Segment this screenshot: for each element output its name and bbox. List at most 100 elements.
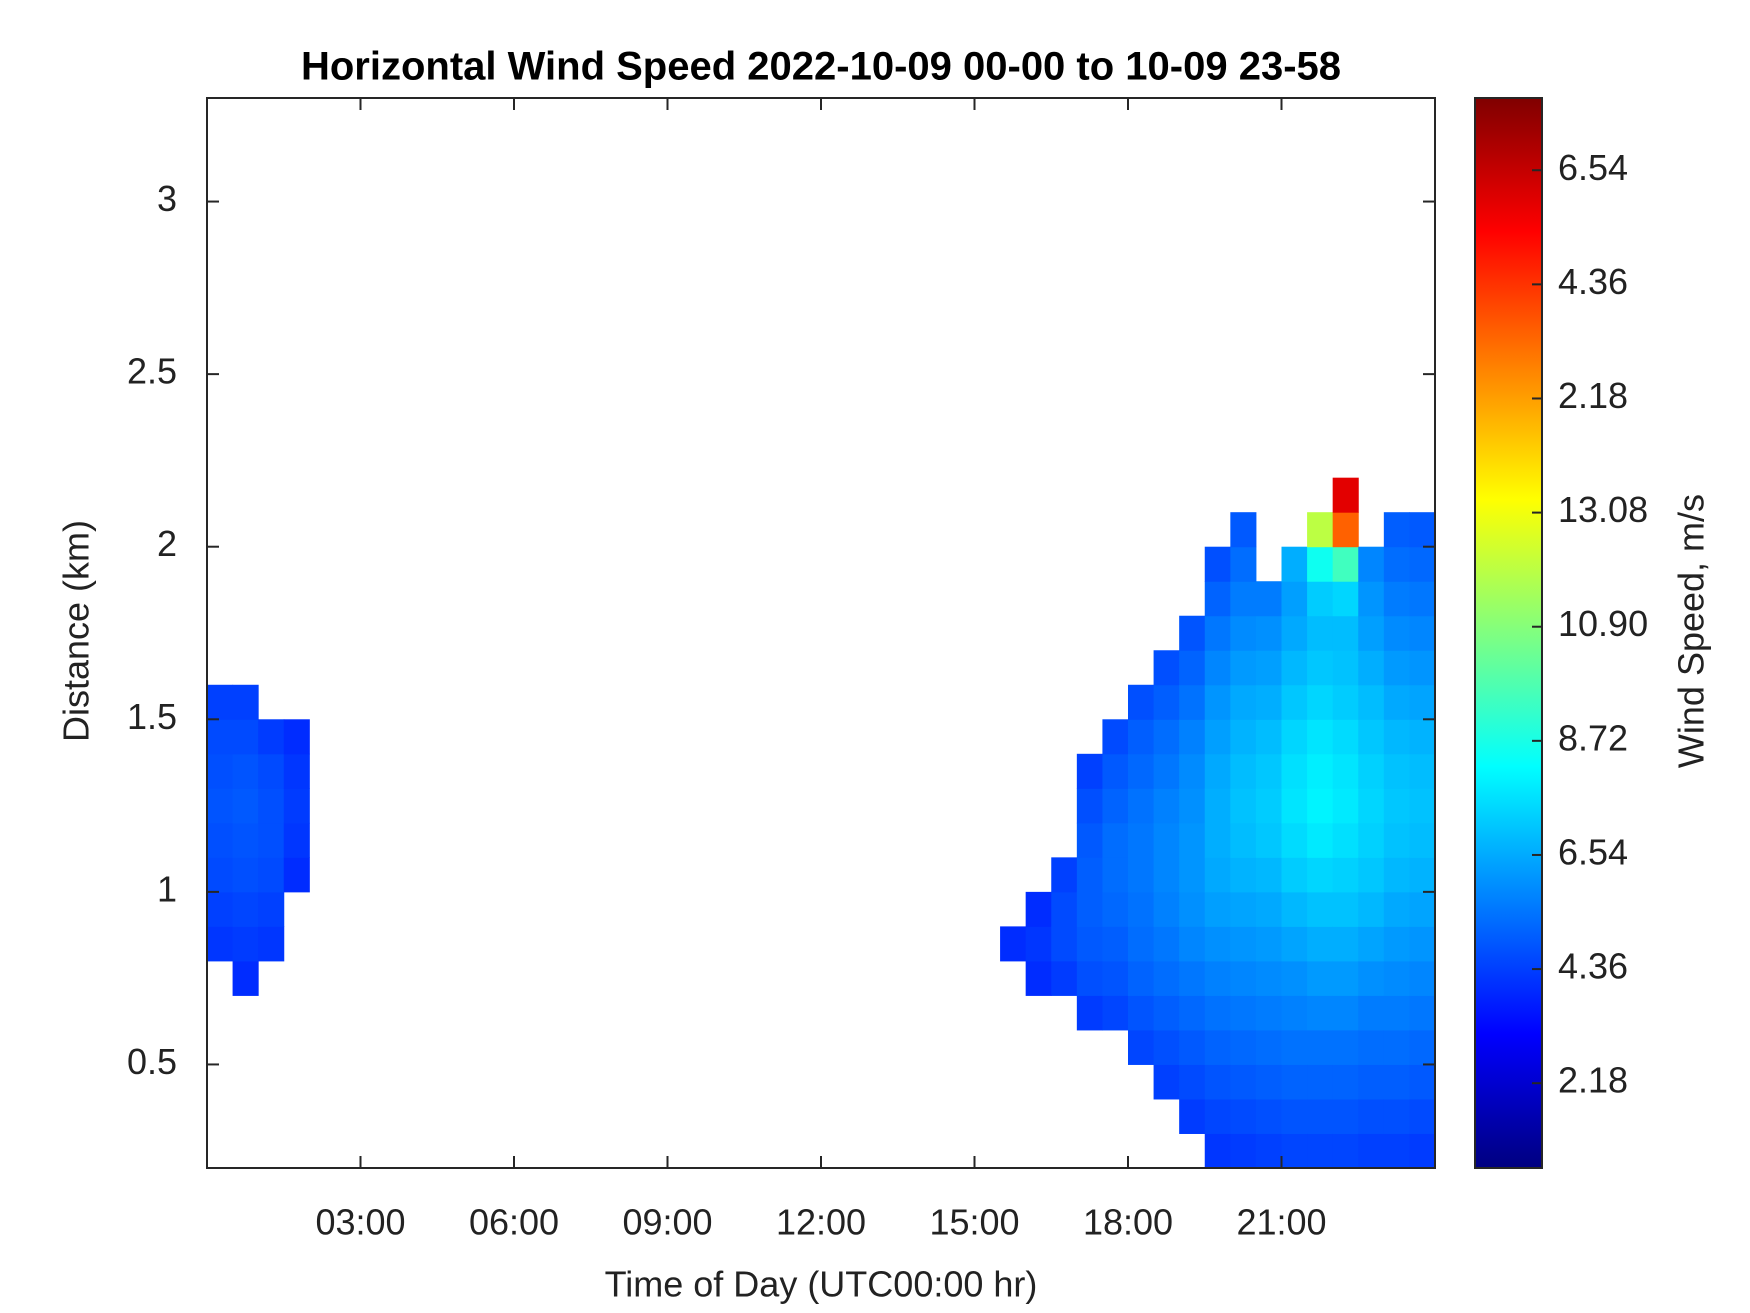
heatmap-cell — [1383, 512, 1410, 548]
heatmap-cell — [1102, 822, 1129, 858]
heatmap-cell — [1128, 684, 1155, 720]
heatmap-cell — [1230, 822, 1257, 858]
heatmap-cell — [1409, 891, 1436, 927]
heatmap-cell — [1230, 891, 1257, 927]
heatmap-cell — [1409, 650, 1436, 686]
heatmap-cell — [1409, 857, 1436, 893]
heatmap-cell — [1332, 857, 1359, 893]
heatmap-cell — [1230, 753, 1257, 789]
heatmap-cell — [1076, 995, 1103, 1031]
heatmap-cell — [1255, 719, 1282, 755]
y-tick-label: 2 — [157, 523, 177, 564]
heatmap-cell — [1383, 581, 1410, 617]
heatmap-cell — [1383, 546, 1410, 582]
heatmap-cell — [1204, 1064, 1231, 1100]
heatmap-cell — [1076, 891, 1103, 927]
heatmap-cell — [1383, 891, 1410, 927]
heatmap-cell — [1076, 788, 1103, 824]
heatmap-cell — [1179, 788, 1206, 824]
heatmap-cell — [1383, 822, 1410, 858]
heatmap-cell — [1281, 546, 1308, 582]
heatmap-cell — [1128, 753, 1155, 789]
x-axis-label: Time of Day (UTC00:00 hr) — [605, 1264, 1038, 1305]
heatmap-cell — [1332, 477, 1359, 513]
heatmap-cell — [1204, 926, 1231, 962]
heatmap-cell — [1332, 891, 1359, 927]
heatmap-cell — [1153, 650, 1180, 686]
heatmap-cell — [1230, 1029, 1257, 1065]
heatmap-cell — [1230, 719, 1257, 755]
heatmap-cell — [258, 857, 285, 893]
heatmap-cell — [1281, 926, 1308, 962]
heatmap-cell — [1307, 615, 1334, 651]
heatmap-cell — [1409, 512, 1436, 548]
heatmap-cell — [1204, 615, 1231, 651]
heatmap-cell — [1358, 926, 1385, 962]
heatmap-cell — [1255, 1133, 1282, 1169]
heatmap-cell — [1102, 719, 1129, 755]
heatmap-cell — [1307, 960, 1334, 996]
heatmap-cell — [1409, 960, 1436, 996]
heatmap-cell — [1383, 788, 1410, 824]
heatmap-cell — [1255, 753, 1282, 789]
heatmap-cell — [1409, 1098, 1436, 1134]
heatmap-cell — [1409, 546, 1436, 582]
heatmap-cell — [1383, 995, 1410, 1031]
heatmap-cell — [1307, 753, 1334, 789]
heatmap-cell — [1230, 1098, 1257, 1134]
heatmap-cell — [1255, 995, 1282, 1031]
heatmap-cell — [1307, 1029, 1334, 1065]
heatmap-cell — [1076, 960, 1103, 996]
heatmap-cell — [1230, 1064, 1257, 1100]
heatmap-cell — [1255, 615, 1282, 651]
heatmap-cell — [1230, 581, 1257, 617]
heatmap-cell — [1281, 857, 1308, 893]
heatmap-cell — [232, 753, 259, 789]
heatmap-cell — [207, 822, 234, 858]
heatmap-cell — [1281, 581, 1308, 617]
heatmap-cell — [1153, 960, 1180, 996]
colorbar-label: Wind Speed, m/s — [1671, 494, 1712, 768]
heatmap-cell — [207, 891, 234, 927]
heatmap-cell — [1332, 546, 1359, 582]
heatmap-cell — [1332, 1098, 1359, 1134]
colorbar-tick-label: 2.18 — [1558, 1060, 1628, 1101]
heatmap-cell — [1307, 512, 1334, 548]
heatmap-cell — [1179, 995, 1206, 1031]
heatmap-cell — [1332, 650, 1359, 686]
heatmap-cell — [232, 857, 259, 893]
heatmap-cell — [1383, 926, 1410, 962]
heatmap-cell — [1153, 995, 1180, 1031]
heatmap-cell — [1230, 788, 1257, 824]
heatmap-cell — [258, 788, 285, 824]
heatmap-cell — [1307, 650, 1334, 686]
heatmap-cell — [283, 822, 310, 858]
heatmap-cell — [1409, 822, 1436, 858]
y-tick-label: 2.5 — [127, 351, 177, 392]
heatmap-cell — [1281, 719, 1308, 755]
heatmap-cell — [1204, 1133, 1231, 1169]
heatmap-cell — [1153, 891, 1180, 927]
heatmap-cell — [1358, 650, 1385, 686]
heatmap-cell — [232, 960, 259, 996]
heatmap-cell — [1307, 995, 1334, 1031]
heatmap-cell — [1230, 857, 1257, 893]
heatmap-cell — [1255, 1064, 1282, 1100]
heatmap-cell — [1307, 581, 1334, 617]
heatmap-cell — [1255, 960, 1282, 996]
heatmap-cell — [1204, 684, 1231, 720]
heatmap-cell — [1307, 684, 1334, 720]
heatmap-cell — [1358, 995, 1385, 1031]
colorbar-tick-label: 8.72 — [1558, 717, 1628, 758]
chart-title: Horizontal Wind Speed 2022-10-09 00-00 t… — [301, 45, 1341, 89]
heatmap-cell — [1153, 684, 1180, 720]
heatmap-cell — [283, 753, 310, 789]
heatmap-cell — [232, 788, 259, 824]
heatmap-cell — [1307, 788, 1334, 824]
heatmap-cell — [1153, 719, 1180, 755]
heatmap-cell — [258, 822, 285, 858]
heatmap-cell — [1332, 995, 1359, 1031]
heatmap-cell — [1230, 684, 1257, 720]
heatmap-cell — [1179, 650, 1206, 686]
